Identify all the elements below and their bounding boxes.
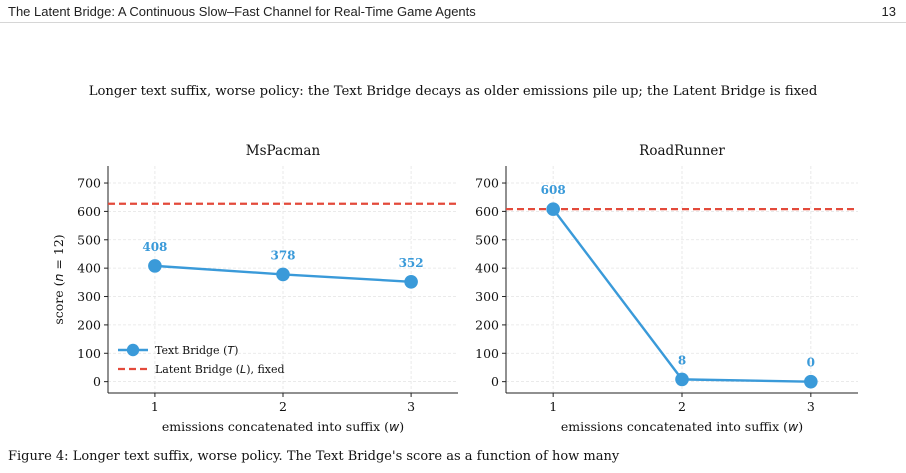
data-label: 8 (678, 353, 686, 367)
x-tick-label: 1 (151, 399, 159, 414)
y-tick-label: 100 (77, 346, 101, 361)
text-bridge-point (675, 372, 689, 387)
data-label: 352 (399, 256, 424, 270)
x-tick-label: 2 (678, 399, 686, 414)
text-bridge-point (804, 374, 818, 389)
x-tick-label: 2 (279, 399, 287, 414)
y-tick-label: 300 (475, 289, 499, 304)
y-tick-label: 500 (77, 232, 101, 247)
x-tick-label: 3 (407, 399, 415, 414)
y-tick-label: 500 (475, 232, 499, 247)
y-tick-label: 600 (475, 204, 499, 219)
text-bridge-point (546, 202, 560, 216)
y-tick-label: 300 (77, 289, 101, 304)
data-label: 408 (142, 240, 167, 254)
y-tick-label: 700 (475, 176, 499, 191)
x-tick-label: 3 (807, 399, 815, 414)
text-bridge-point (148, 259, 162, 273)
y-tick-label: 400 (475, 261, 499, 276)
figure-title: Longer text suffix, worse policy: the Te… (88, 84, 818, 99)
legend-text-bridge-label: Text Bridge (T) (155, 344, 238, 357)
running-header: The Latent Bridge: A Continuous Slow–Fas… (0, 0, 906, 23)
data-label: 378 (270, 248, 295, 262)
figure-caption: Figure 4: Longer text suffix, worse poli… (8, 449, 620, 464)
chart-title: MsPacman (246, 143, 321, 159)
y-tick-label: 0 (93, 374, 101, 389)
y-tick-label: 0 (491, 374, 499, 389)
data-label: 0 (807, 356, 815, 370)
chart-title: RoadRunner (639, 143, 725, 159)
y-tick-label: 200 (475, 317, 499, 332)
y-tick-label: 200 (77, 317, 101, 332)
text-bridge-point (276, 267, 290, 282)
legend: Text Bridge (T) Latent Bridge (L), fixed (118, 343, 285, 376)
x-axis-label: emissions concatenated into suffix (w) (162, 419, 404, 434)
x-tick-label: 1 (549, 399, 557, 414)
chart-panel-mspacman: 0 100 200 300 400 500 600 700 1 2 3 MsPacman emissio… (51, 143, 458, 434)
chart-panel-roadrunner: 0 100 200 300 400 500 600 700 1 2 3 RoadRunner emiss… (475, 143, 858, 434)
y-tick-label: 600 (77, 204, 101, 219)
y-axis-label: score (n = 12) (51, 234, 66, 324)
text-bridge-point (404, 274, 418, 289)
x-axis-label: emissions concatenated into suffix (w) (561, 419, 803, 434)
y-tick-label: 100 (475, 346, 499, 361)
y-tick-label: 400 (77, 261, 101, 276)
legend-latent-bridge-label: Latent Bridge (L), fixed (155, 363, 285, 376)
data-label: 608 (541, 183, 566, 197)
page-number: 13 (881, 4, 896, 19)
legend-text-bridge-marker (126, 343, 140, 357)
y-tick-label: 700 (77, 176, 101, 191)
paper-title: The Latent Bridge: A Continuous Slow–Fas… (8, 4, 476, 19)
